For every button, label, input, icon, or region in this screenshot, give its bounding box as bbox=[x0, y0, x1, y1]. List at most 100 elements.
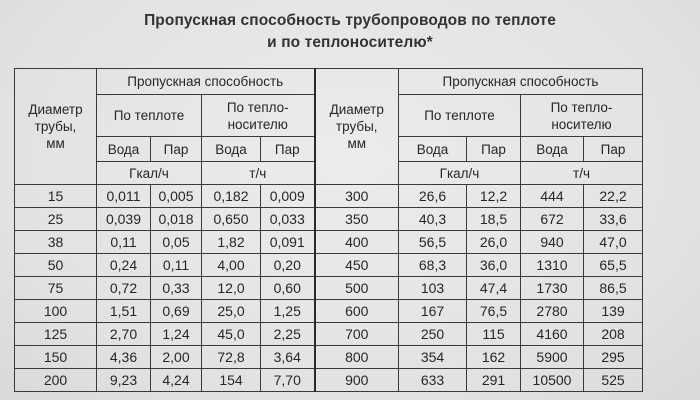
document-title-line-1: Пропускная способность трубопроводов по … bbox=[144, 12, 556, 29]
heat-water-cell: 0,72 bbox=[96, 276, 151, 300]
capacity-table: Диаметр трубы, мм Пропускная способность Д… bbox=[14, 68, 643, 392]
carrier-water-cell: 4160 bbox=[520, 322, 584, 346]
heat-water-cell: 167 bbox=[398, 299, 467, 323]
heat-water-cell: 68,3 bbox=[398, 253, 467, 277]
carrier-water-cell: 45,0 bbox=[201, 322, 261, 346]
table-row: 15 0,011 0,005 0,182 0,009 300 26,6 12,2 444 22,2 bbox=[14, 184, 643, 208]
carrier-steam-cell: 33,6 bbox=[583, 207, 643, 231]
steam-header: Пар bbox=[583, 136, 643, 162]
diameter-cell: 38 bbox=[14, 230, 97, 254]
diameter-cell: 800 bbox=[313, 345, 399, 369]
heat-steam-cell: 0,005 bbox=[150, 184, 202, 208]
heat-steam-cell: 36,0 bbox=[466, 253, 521, 277]
steam-header: Пар bbox=[150, 136, 202, 162]
diameter-cell: 600 bbox=[313, 299, 399, 323]
carrier-steam-cell: 7,70 bbox=[260, 368, 315, 392]
heat-water-cell: 0,11 bbox=[96, 230, 151, 254]
heat-steam-cell: 0,69 bbox=[150, 299, 202, 323]
diameter-cell: 350 bbox=[313, 207, 399, 231]
water-header: Вода bbox=[398, 136, 467, 162]
carrier-steam-cell: 295 bbox=[583, 345, 643, 369]
carrier-water-cell: 0,650 bbox=[201, 207, 261, 231]
carrier-steam-cell: 47,0 bbox=[583, 230, 643, 254]
heat-steam-cell: 2,00 bbox=[150, 345, 202, 369]
unit-flow-header-left: т/ч bbox=[201, 161, 315, 185]
heat-steam-cell: 0,11 bbox=[150, 253, 202, 277]
table-row: 38 0,11 0,05 1,82 0,091 400 56,5 26,0 940 47,0 bbox=[14, 230, 643, 254]
steam-header: Пар bbox=[466, 136, 521, 162]
heat-water-cell: 103 bbox=[398, 276, 467, 300]
heat-steam-cell: 18,5 bbox=[466, 207, 521, 231]
heat-steam-cell: 4,24 bbox=[150, 368, 202, 392]
carrier-steam-cell: 0,009 bbox=[260, 184, 315, 208]
carrier-steam-cell: 139 bbox=[583, 299, 643, 323]
carrier-steam-cell: 65,5 bbox=[583, 253, 643, 277]
by-heat-header-left: По теплоте bbox=[96, 94, 202, 137]
heat-steam-cell: 0,018 bbox=[150, 207, 202, 231]
heat-steam-cell: 291 bbox=[466, 368, 521, 392]
diameter-cell: 150 bbox=[14, 345, 97, 369]
heat-water-cell: 250 bbox=[398, 322, 467, 346]
carrier-steam-cell: 0,60 bbox=[260, 276, 315, 300]
heat-water-cell: 0,24 bbox=[96, 253, 151, 277]
carrier-water-cell: 940 bbox=[520, 230, 584, 254]
heat-steam-cell: 162 bbox=[466, 345, 521, 369]
heat-steam-cell: 26,0 bbox=[466, 230, 521, 254]
heat-water-cell: 354 bbox=[398, 345, 467, 369]
water-header: Вода bbox=[201, 136, 261, 162]
diameter-cell: 300 bbox=[313, 184, 399, 208]
diameter-header-right: Диаметр трубы, мм bbox=[313, 68, 399, 185]
by-carrier-header-right: По тепло-носителю bbox=[520, 94, 643, 137]
heat-steam-cell: 0,33 bbox=[150, 276, 202, 300]
carrier-water-cell: 1310 bbox=[520, 253, 584, 277]
carrier-steam-cell: 0,20 bbox=[260, 253, 315, 277]
heat-water-cell: 40,3 bbox=[398, 207, 467, 231]
table-row: 25 0,039 0,018 0,650 0,033 350 40,3 18,5 672 33,6 bbox=[14, 207, 643, 231]
heat-steam-cell: 47,4 bbox=[466, 276, 521, 300]
heat-water-cell: 0,011 bbox=[96, 184, 151, 208]
water-header: Вода bbox=[96, 136, 151, 162]
diameter-cell: 50 bbox=[14, 253, 97, 277]
carrier-steam-cell: 86,5 bbox=[583, 276, 643, 300]
carrier-water-cell: 444 bbox=[520, 184, 584, 208]
diameter-cell: 500 bbox=[313, 276, 399, 300]
diameter-cell: 15 bbox=[14, 184, 97, 208]
heat-water-cell: 56,5 bbox=[398, 230, 467, 254]
diameter-cell: 700 bbox=[313, 322, 399, 346]
diameter-cell: 400 bbox=[313, 230, 399, 254]
diameter-header-left: Диаметр трубы, мм bbox=[14, 68, 97, 185]
carrier-water-cell: 5900 bbox=[520, 345, 584, 369]
capacity-header-left: Пропускная способность bbox=[96, 68, 315, 95]
diameter-cell: 450 bbox=[313, 253, 399, 277]
heat-steam-cell: 12,2 bbox=[466, 184, 521, 208]
carrier-water-cell: 10500 bbox=[520, 368, 584, 392]
carrier-steam-cell: 2,25 bbox=[260, 322, 315, 346]
heat-water-cell: 1,51 bbox=[96, 299, 151, 323]
carrier-steam-cell: 525 bbox=[583, 368, 643, 392]
carrier-steam-cell: 0,033 bbox=[260, 207, 315, 231]
heat-steam-cell: 76,5 bbox=[466, 299, 521, 323]
water-header: Вода bbox=[520, 136, 584, 162]
carrier-water-cell: 12,0 bbox=[201, 276, 261, 300]
carrier-water-cell: 72,8 bbox=[201, 345, 261, 369]
diameter-cell: 125 bbox=[14, 322, 97, 346]
carrier-water-cell: 25,0 bbox=[201, 299, 261, 323]
table-row: 100 1,51 0,69 25,0 1,25 600 167 76,5 2780 139 bbox=[14, 299, 643, 323]
table-row: 50 0,24 0,11 4,00 0,20 450 68,3 36,0 1310 65,5 bbox=[14, 253, 643, 277]
heat-steam-cell: 1,24 bbox=[150, 322, 202, 346]
carrier-steam-cell: 0,091 bbox=[260, 230, 315, 254]
carrier-steam-cell: 1,25 bbox=[260, 299, 315, 323]
unit-heat-header-left: Гкал/ч bbox=[96, 161, 202, 185]
diameter-cell: 200 bbox=[14, 368, 97, 392]
unit-flow-header-right: т/ч bbox=[520, 161, 643, 185]
carrier-water-cell: 154 bbox=[201, 368, 261, 392]
diameter-cell: 100 bbox=[14, 299, 97, 323]
steam-header: Пар bbox=[260, 136, 315, 162]
heat-water-cell: 0,039 bbox=[96, 207, 151, 231]
carrier-water-cell: 2780 bbox=[520, 299, 584, 323]
capacity-header-right: Пропускная способность bbox=[398, 68, 643, 95]
carrier-steam-cell: 3,64 bbox=[260, 345, 315, 369]
table-row: 125 2,70 1,24 45,0 2,25 700 250 115 4160 208 bbox=[14, 322, 643, 346]
heat-water-cell: 9,23 bbox=[96, 368, 151, 392]
